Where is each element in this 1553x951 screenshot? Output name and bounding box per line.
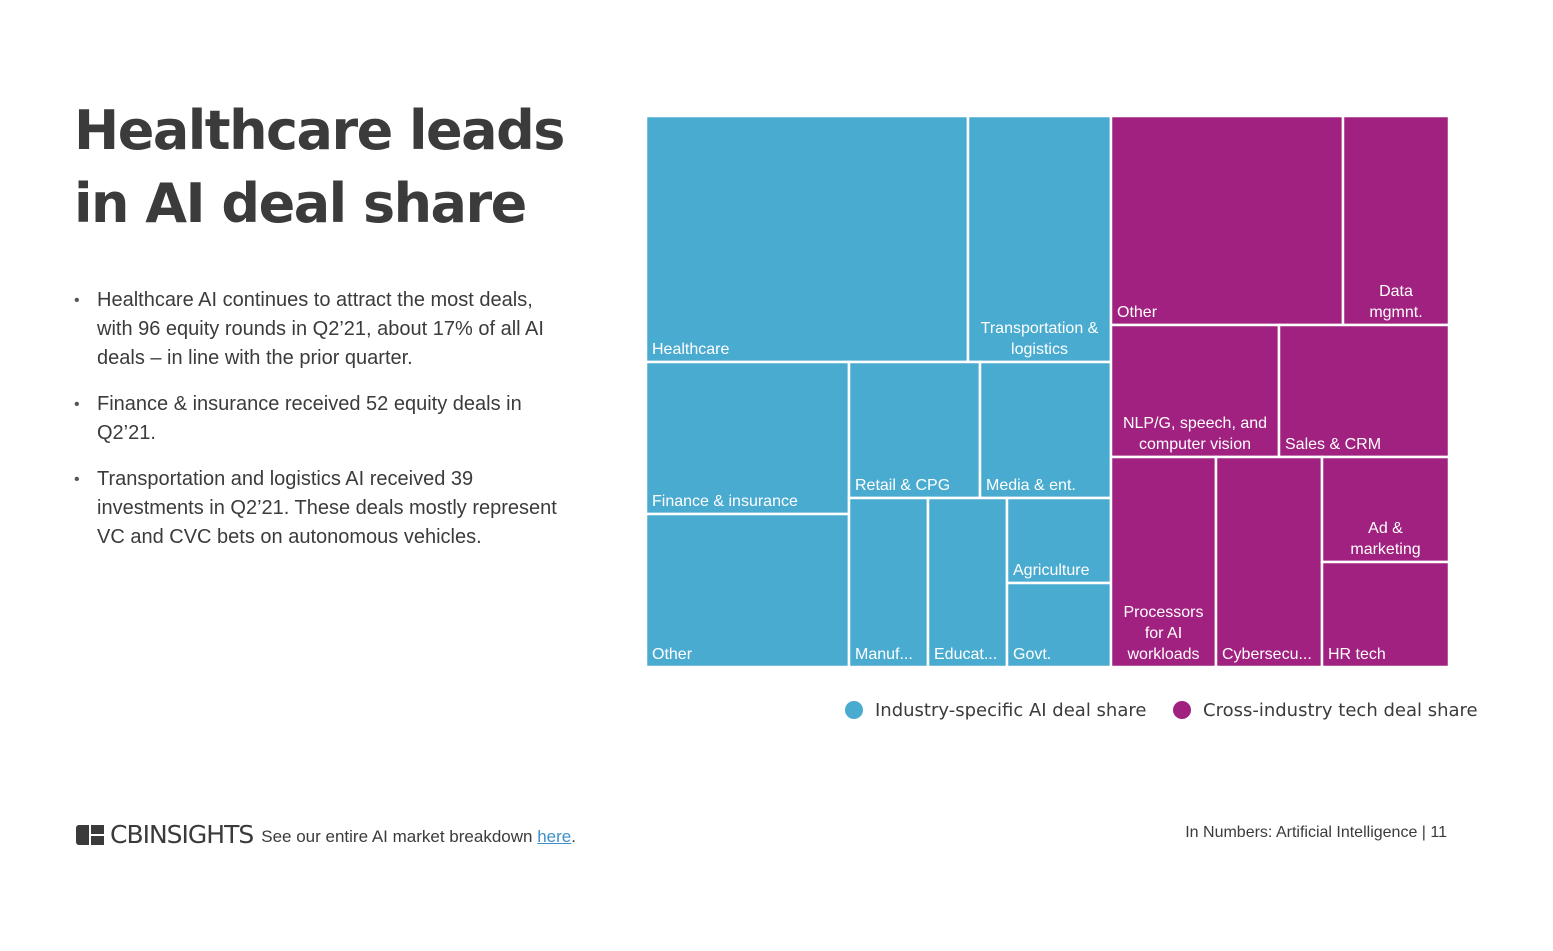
footer-note-text: See our entire AI market breakdown bbox=[261, 826, 538, 846]
treemap-tile-label: Sales & CRM bbox=[1285, 436, 1381, 453]
treemap-tile bbox=[1341, 116, 1449, 327]
legend-dot-cross bbox=[1173, 701, 1191, 719]
treemap-tile bbox=[1320, 455, 1449, 564]
treemap-tile bbox=[847, 360, 982, 500]
treemap-tile-label: Educat... bbox=[934, 646, 997, 663]
treemap-tile bbox=[1214, 455, 1324, 667]
treemap-tile bbox=[1320, 560, 1449, 667]
legend-label-cross: Cross-industry tech deal share bbox=[1203, 699, 1478, 721]
treemap-tile-label: Cybersecu... bbox=[1222, 646, 1312, 663]
treemap-tile-label: Other bbox=[652, 646, 693, 663]
treemap-tile bbox=[847, 496, 930, 667]
treemap-tile-label: Govt. bbox=[1013, 646, 1051, 663]
treemap-tile-label: Media & ent. bbox=[986, 477, 1076, 494]
treemap-tile-label: Data mgmnt. bbox=[1369, 283, 1422, 321]
treemap-tile bbox=[978, 360, 1113, 500]
treemap-tile bbox=[1005, 581, 1113, 667]
treemap-tile-label: Other bbox=[1117, 304, 1158, 321]
legend-item-cross: Cross-industry tech deal share bbox=[1173, 696, 1478, 724]
bullet-list: Healthcare AI continues to attract the m… bbox=[74, 286, 564, 569]
treemap-tile-label: Agriculture bbox=[1013, 562, 1090, 579]
treemap-tile-label: HR tech bbox=[1328, 646, 1386, 663]
treemap-tile bbox=[966, 116, 1113, 364]
treemap-chart: Healthcare Transportation & logistics Finan… bbox=[646, 116, 1449, 667]
treemap-tile bbox=[646, 512, 851, 667]
footer-note: See our entire AI market breakdown here. bbox=[261, 827, 576, 847]
cbinsights-logo-icon bbox=[76, 824, 104, 845]
page-footer-label: In Numbers: Artificial Intelligence | 11 bbox=[1185, 824, 1447, 841]
page-title: Healthcare leads in AI deal share bbox=[74, 99, 565, 235]
treemap-svg: Healthcare Transportation & logistics Finan… bbox=[646, 116, 1449, 667]
brand-name: CBINSIGHTS bbox=[110, 820, 254, 849]
treemap-tile bbox=[1109, 116, 1345, 327]
legend-label-industry: Industry-specific AI deal share bbox=[875, 699, 1147, 721]
treemap-tile bbox=[646, 360, 851, 516]
footer-brand: CBINSIGHTS See our entire AI market brea… bbox=[76, 820, 576, 849]
treemap-tile-label: Manuf... bbox=[855, 646, 913, 663]
treemap-tile-label: Processors for AI workloads bbox=[1123, 604, 1203, 663]
treemap-tile-label: NLP/G, speech, and computer vision bbox=[1123, 415, 1267, 453]
legend-dot-industry bbox=[845, 701, 863, 719]
treemap-tile bbox=[926, 496, 1009, 667]
treemap-tile bbox=[646, 116, 970, 364]
treemap-tile bbox=[1109, 455, 1218, 667]
bullet-healthcare: Healthcare AI continues to attract the m… bbox=[74, 286, 564, 373]
treemap-tile-label: Transportation & logistics bbox=[981, 320, 1099, 358]
treemap-tile-label: Retail & CPG bbox=[855, 477, 950, 494]
market-breakdown-link[interactable]: here bbox=[537, 826, 572, 846]
treemap-tile bbox=[1277, 323, 1449, 459]
footer-note-end: . bbox=[571, 826, 576, 846]
bullet-finance: Finance & insurance received 52 equity d… bbox=[74, 390, 564, 448]
legend-item-industry: Industry-specific AI deal share bbox=[845, 696, 1146, 724]
bullet-transportation: Transportation and logistics AI received… bbox=[74, 465, 564, 552]
treemap-tile-label: Finance & insurance bbox=[652, 493, 798, 510]
treemap-tile-label: Ad & marketing bbox=[1350, 520, 1420, 558]
treemap-tile-label: Healthcare bbox=[652, 341, 729, 358]
